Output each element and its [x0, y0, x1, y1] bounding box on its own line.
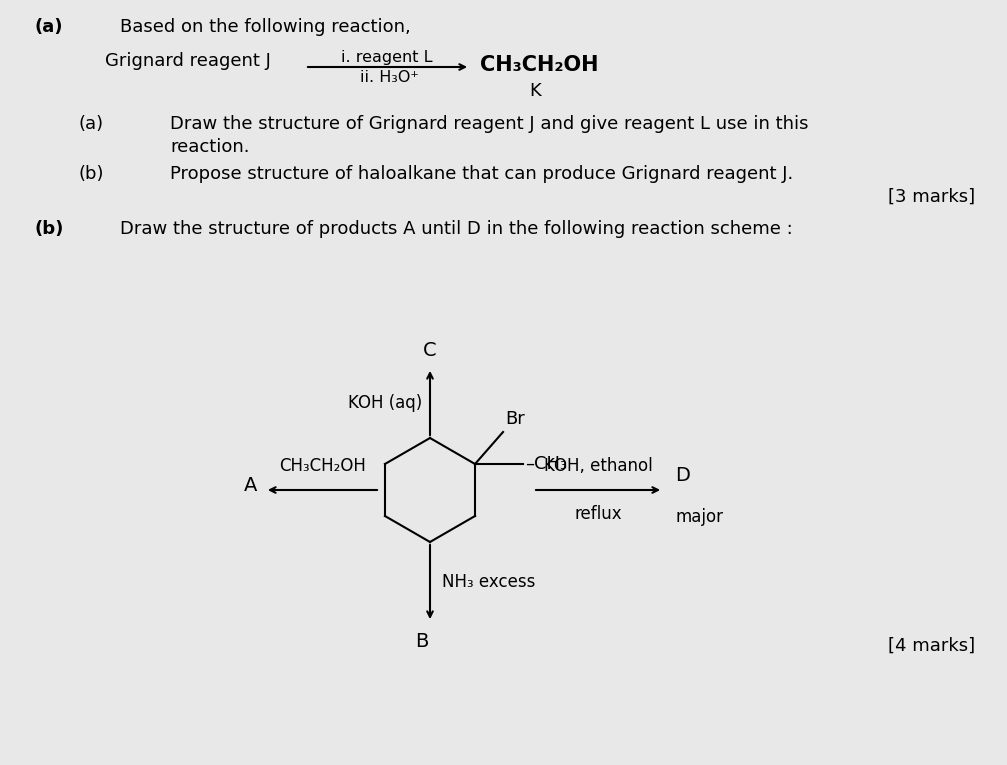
Text: K: K	[529, 82, 541, 100]
Text: NH₃ excess: NH₃ excess	[442, 573, 536, 591]
Text: reaction.: reaction.	[170, 138, 250, 156]
Text: Propose structure of haloalkane that can produce Grignard reagent J.: Propose structure of haloalkane that can…	[170, 165, 794, 183]
Text: [4 marks]: [4 marks]	[888, 637, 975, 655]
Text: (b): (b)	[78, 165, 104, 183]
Text: D: D	[675, 465, 690, 484]
Text: (a): (a)	[35, 18, 63, 36]
Text: (b): (b)	[35, 220, 64, 238]
Text: CH₃CH₂OH: CH₃CH₂OH	[480, 55, 598, 75]
Text: i. reagent L: i. reagent L	[341, 50, 433, 65]
Text: Draw the structure of Grignard reagent J and give reagent L use in this: Draw the structure of Grignard reagent J…	[170, 115, 809, 133]
Text: CH₃CH₂OH: CH₃CH₂OH	[279, 457, 366, 475]
Text: Grignard reagent J: Grignard reagent J	[105, 52, 271, 70]
Text: (a): (a)	[78, 115, 103, 133]
Text: major: major	[675, 508, 723, 526]
Text: B: B	[415, 632, 429, 651]
Text: [3 marks]: [3 marks]	[888, 188, 975, 206]
Text: reflux: reflux	[574, 505, 622, 523]
Text: KOH, ethanol: KOH, ethanol	[544, 457, 653, 475]
Text: Draw the structure of products A until D in the following reaction scheme :: Draw the structure of products A until D…	[120, 220, 793, 238]
Text: A: A	[244, 476, 257, 494]
Text: C: C	[423, 341, 437, 360]
Text: Br: Br	[506, 410, 525, 428]
Text: ii. H₃O⁺: ii. H₃O⁺	[359, 70, 419, 85]
Text: Based on the following reaction,: Based on the following reaction,	[120, 18, 411, 36]
Text: –CH₃: –CH₃	[525, 455, 567, 473]
Text: KOH (aq): KOH (aq)	[347, 394, 422, 412]
